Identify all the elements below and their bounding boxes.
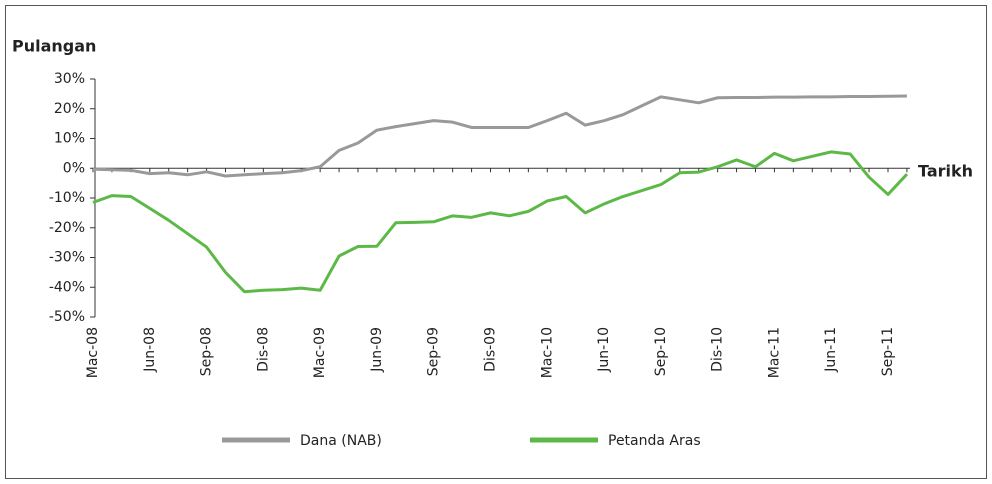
x-axis-label: Tarikh <box>918 162 973 181</box>
x-tick-label: Sep-10 <box>653 327 669 376</box>
legend-label: Petanda Aras <box>608 433 701 449</box>
y-tick-label: -10% <box>49 190 85 206</box>
y-tick-label: -30% <box>49 250 85 266</box>
x-tick-label: Sep-09 <box>426 327 442 376</box>
x-tick-label: Dis-09 <box>483 327 499 372</box>
chart-border <box>5 5 987 479</box>
x-tick-label: Dis-10 <box>710 327 726 372</box>
legend-label: Dana (NAB) <box>300 433 382 449</box>
y-tick-label: 20% <box>54 101 85 117</box>
y-axis-label: Pulangan <box>12 37 96 56</box>
y-tick-label: -50% <box>49 309 85 325</box>
y-tick-label: 0% <box>63 160 85 176</box>
x-tick-label: Mac-08 <box>85 327 101 378</box>
x-tick-label: Jun-08 <box>142 327 158 373</box>
x-tick-label: Mac-10 <box>539 327 555 378</box>
x-tick-label: Jun-10 <box>596 327 612 373</box>
x-tick-label: Sep-11 <box>880 327 896 376</box>
data-line <box>92 94 907 178</box>
y-tick-label: -40% <box>49 279 85 295</box>
data-line <box>92 150 909 294</box>
x-tick-label: Dis-08 <box>255 327 271 372</box>
x-tick-label: Jun-11 <box>823 327 839 373</box>
y-tick-label: -20% <box>49 220 85 236</box>
x-tick-label: Sep-08 <box>199 327 215 376</box>
y-tick-label: 10% <box>54 131 85 147</box>
x-tick-label: Mac-09 <box>312 327 328 378</box>
y-tick-label: 30% <box>54 71 85 87</box>
x-tick-label: Jun-09 <box>369 327 385 373</box>
x-tick-label: Mac-11 <box>766 327 782 378</box>
